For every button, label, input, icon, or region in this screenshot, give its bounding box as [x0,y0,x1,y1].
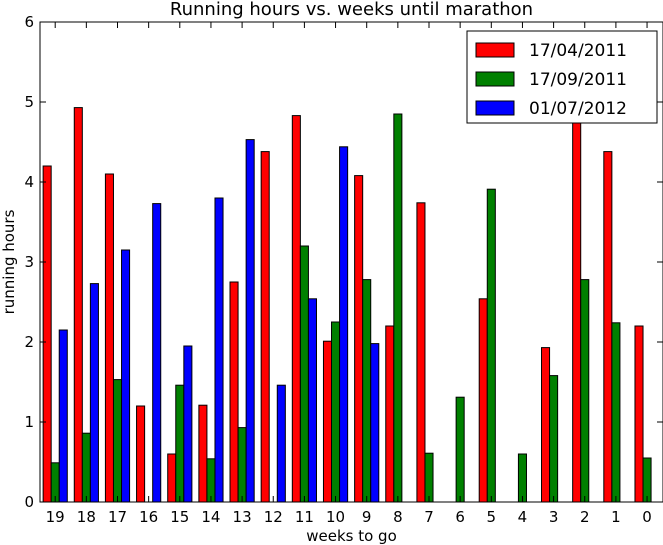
bar-2-10 [331,321,341,503]
bar-1-14 [198,404,208,503]
bar-1-12 [260,151,270,503]
legend-label: 17/09/2011 [529,70,627,90]
y-axis-label: running hours [0,209,18,314]
y-tick-label: 4 [24,173,34,191]
x-tick-label: 17 [108,508,127,526]
x-tick-label: 18 [77,508,96,526]
bar-2-9 [362,279,372,503]
x-tick-label: 16 [139,508,158,526]
bar-3-12 [276,384,286,503]
bar-1-18 [73,107,83,503]
bar-3-10 [339,146,349,503]
bar-2-14 [206,458,216,503]
x-tick-label: 3 [549,508,559,526]
bar-3-19 [58,329,68,503]
bar-2-4 [517,453,527,503]
bar-2-0 [642,457,652,503]
y-tick-label: 6 [24,13,34,31]
bar-1-0 [634,325,644,503]
bar-1-19 [42,165,52,503]
x-tick-label: 11 [295,508,314,526]
x-tick-label: 9 [362,508,372,526]
bar-2-2 [580,279,590,503]
y-axis: 0 1 2 3 4 5 6 [24,13,663,511]
bar-3-15 [183,345,193,503]
bar-3-11 [307,298,317,503]
y-tick-label: 5 [24,93,34,111]
bar-1-8 [385,325,395,503]
legend-swatch [475,100,515,116]
x-tick-label: 7 [424,508,434,526]
bar-3-14 [214,197,224,503]
x-tick-label: 15 [170,508,189,526]
bar-1-5 [478,298,488,503]
x-tick-label: 2 [580,508,590,526]
x-tick-label: 14 [201,508,220,526]
bar-1-13 [229,281,239,503]
x-tick-label: 13 [233,508,252,526]
legend-label: 17/04/2011 [529,41,627,61]
bar-2-3 [549,375,559,503]
legend-swatch [475,42,515,58]
bar-1-2 [572,117,582,503]
x-axis-label: weeks to go [306,527,397,545]
legend-swatch [475,71,515,87]
bar-3-17 [121,249,131,503]
bar-1-9 [354,175,364,503]
x-tick-label: 0 [642,508,652,526]
y-tick-label: 3 [24,253,34,271]
bar-2-8 [393,113,403,503]
bar-3-13 [245,139,255,503]
bar-1-15 [167,453,177,503]
x-tick-label: 4 [518,508,528,526]
x-tick-label: 1 [611,508,621,526]
bar-1-7 [416,202,426,503]
bar-2-5 [486,188,496,503]
bars-group [42,107,652,503]
chart-title: Running hours vs. weeks until marathon [170,0,533,20]
bar-2-15 [175,384,185,503]
y-tick-label: 0 [24,493,34,511]
bar-3-9 [370,343,380,503]
bar-3-16 [152,203,162,503]
x-tick-label: 12 [264,508,283,526]
bar-2-11 [299,245,309,503]
bar-1-3 [541,347,551,503]
bar-2-13 [237,427,247,503]
x-tick-label: 5 [487,508,497,526]
x-axis: 19 18 17 16 15 14 13 12 11 10 9 8 7 6 5 4 3 2 1 0 [46,22,652,526]
bar-1-1 [603,151,613,503]
bar-1-17 [104,173,114,503]
y-tick-label: 1 [24,413,34,431]
legend: 17/04/2011 17/09/2011 01/07/2012 [466,30,658,124]
bar-1-10 [322,340,333,503]
x-tick-label: 6 [455,508,465,526]
bar-2-18 [81,432,91,503]
x-tick-label: 19 [46,508,65,526]
bar-1-16 [136,405,146,503]
bar-3-18 [89,283,99,503]
bar-1-11 [291,115,301,503]
bar-2-6 [455,396,465,503]
bar-2-7 [424,452,434,503]
legend-label: 01/07/2012 [529,99,627,119]
bar-2-1 [611,322,621,503]
bar-2-17 [112,379,123,503]
x-tick-label: 10 [326,508,345,526]
x-tick-label: 8 [393,508,403,526]
y-tick-label: 2 [24,333,34,351]
